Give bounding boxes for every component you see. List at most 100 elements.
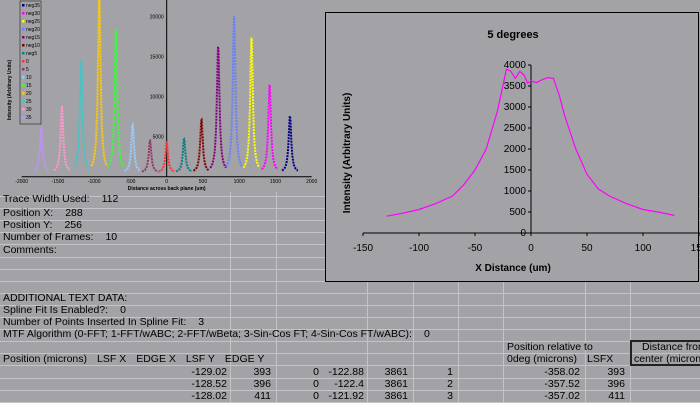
x-tick-label: 50: [581, 243, 593, 254]
y-tick-label: 0: [520, 228, 526, 239]
legend-label: 10: [26, 75, 32, 81]
column-line: [630, 192, 631, 403]
legend-label: 30: [26, 107, 32, 113]
legend-label: neg15: [26, 35, 40, 41]
legend-label: neg10: [26, 43, 40, 49]
series-5: [141, 138, 159, 173]
legend-marker: [22, 60, 25, 63]
table-cell: 411: [254, 390, 271, 402]
x-tick-label: 500: [199, 179, 208, 185]
y-tick-label: 20000: [150, 15, 164, 21]
table-cell: 393: [253, 366, 271, 378]
table-cell: -358.02: [544, 366, 580, 378]
table-cell: -122.4: [334, 378, 364, 390]
legend-label: neg30: [26, 11, 40, 17]
x-tick-label: -1000: [88, 179, 101, 185]
row-line: [0, 353, 700, 354]
legend-marker: [22, 92, 25, 95]
five-degrees-chart[interactable]: 5 degrees-150-100-5005010015005001000150…: [325, 12, 700, 282]
x-tick-label: 1500: [270, 179, 281, 185]
row-line: [0, 293, 700, 294]
y-tick-label: 1500: [504, 165, 527, 176]
comments-label: Comments:: [3, 244, 57, 256]
legend-label: 15: [26, 83, 32, 89]
table-cell: -121.92: [328, 390, 364, 402]
mtf-label: MTF Algorithm (0-FFT; 1-FFT/wABC; 2-FFT/…: [3, 328, 412, 340]
legend-label: 0: [26, 59, 29, 65]
table-cell: -357.02: [544, 390, 580, 402]
table-cell: 396: [607, 378, 625, 390]
trace-width-label: Trace Width Used:: [3, 193, 90, 205]
series-20: [90, 0, 109, 167]
y-tick-label: 10000: [150, 95, 164, 101]
frames-label: Number of Frames:: [3, 231, 94, 243]
column-line: [503, 192, 504, 403]
series-0: [158, 140, 176, 173]
position-x-label: Position X:: [3, 207, 54, 219]
row-line: [0, 305, 700, 306]
mtf-row: MTF Algorithm (0-FFT; 1-FFT/wABC; 2-FFT/…: [3, 328, 430, 340]
header-lsfx: LSFX: [587, 353, 614, 365]
y-axis-title: Intensity (Arbitrary Units): [342, 93, 353, 214]
table-cell: 3861: [384, 390, 408, 402]
y-tick-label: 500: [509, 207, 526, 218]
legend-box: [19, 0, 42, 125]
series-25: [72, 60, 90, 170]
row-line: [0, 390, 700, 391]
row-line: [0, 329, 700, 330]
x-tick-label: -2000: [15, 179, 28, 185]
legend-label: 5: [26, 67, 29, 73]
legend-marker: [22, 100, 25, 103]
legend-label: neg20: [26, 27, 40, 33]
y-tick-label: 2000: [504, 144, 527, 155]
table-cell: -128.02: [191, 390, 227, 402]
x-axis-title: Distance across back plane (um): [128, 186, 206, 192]
header-lsf-y: LSF Y: [185, 353, 215, 365]
frames-row: Number of Frames: 10: [3, 231, 117, 243]
table-cell: -357.52: [544, 378, 580, 390]
header-edge-x: EDGE X: [136, 353, 176, 365]
position-y-label: Position Y:: [3, 219, 53, 231]
legend-marker: [22, 76, 25, 79]
legend-marker: [22, 36, 25, 39]
row-line: [0, 365, 700, 366]
table-cell: 393: [607, 366, 625, 378]
series-10: [124, 122, 141, 172]
series-neg35: [281, 112, 299, 172]
row-line: [0, 341, 700, 342]
points-value: 3: [198, 316, 205, 328]
x-tick-label: 100: [635, 243, 652, 254]
selected-cell[interactable]: [630, 340, 700, 366]
y-tick-label: 3500: [504, 81, 527, 92]
x-tick-label: -100: [409, 243, 429, 254]
series-neg30: [260, 84, 279, 171]
table-cell: 3: [447, 390, 453, 402]
header-edge-y: EDGE Y: [224, 353, 265, 365]
header-lsf-x: LSF X: [97, 353, 127, 365]
x-tick-label: -500: [125, 179, 135, 185]
legend-marker: [22, 68, 25, 71]
column-line: [458, 192, 459, 403]
series-15: [107, 29, 125, 168]
y-tick-label: 4000: [504, 60, 527, 71]
intensity-line: [386, 68, 675, 217]
column-line: [276, 192, 277, 403]
legend-marker: [22, 84, 25, 87]
x-tick-label: 0: [165, 179, 168, 185]
x-tick-label: -150: [353, 243, 373, 254]
legend-marker: [22, 52, 25, 55]
legend-marker: [22, 20, 25, 23]
series-neg25: [242, 37, 261, 169]
x-tick-label: 1000: [234, 179, 245, 185]
legend-label: neg35: [26, 3, 40, 9]
y-tick-label: 2500: [504, 123, 527, 134]
legend-label: neg25: [26, 19, 40, 25]
table-cell: 411: [608, 390, 625, 402]
spline-row: Spline Fit Is Enabled?: 0: [3, 304, 126, 316]
table-cell: 0: [313, 378, 319, 390]
table-cell: -128.52: [191, 378, 227, 390]
header-distance-1: Distance from: [642, 341, 700, 353]
legend-label: 35: [26, 115, 32, 121]
header-relative-2: 0deg (microns): [507, 353, 578, 365]
legend-label: neg5: [26, 51, 37, 57]
